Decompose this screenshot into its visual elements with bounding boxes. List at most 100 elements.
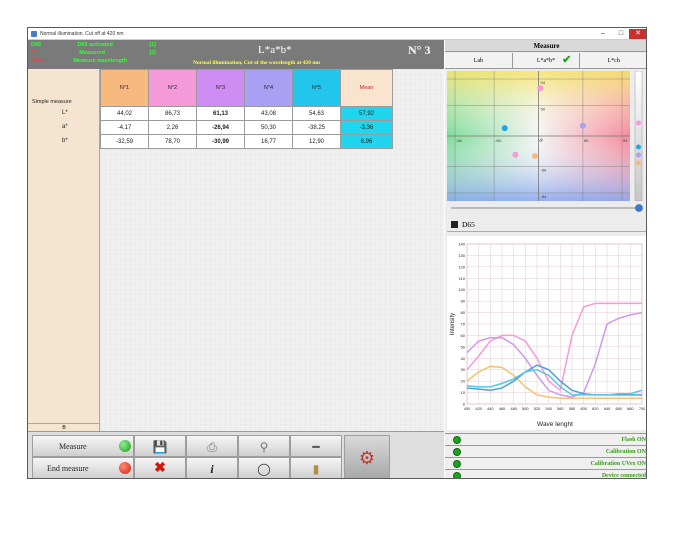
row-label-l: L* bbox=[62, 110, 68, 116]
illuminant-checkbox[interactable]: D65 bbox=[447, 218, 646, 232]
door-icon: ▮ bbox=[312, 462, 320, 476]
x-tick-label: 500 bbox=[522, 407, 528, 411]
x-tick-label: 540 bbox=[545, 407, 551, 411]
table-cell: 43,08 bbox=[244, 106, 293, 121]
plane-y-tick: -94 bbox=[541, 194, 548, 199]
title-bar: Normal illumination. Cut off at 420 nm –… bbox=[28, 28, 646, 40]
end-measure-button[interactable]: End measure bbox=[32, 457, 134, 478]
y-tick-label: 80 bbox=[461, 310, 466, 315]
table-cell: -30,99 bbox=[196, 134, 245, 149]
x-tick-label: 660 bbox=[615, 407, 621, 411]
table-cell: 16,77 bbox=[244, 134, 293, 149]
plane-x-tick: -94 bbox=[456, 138, 463, 143]
color-space-title: L*a*b* bbox=[258, 44, 292, 56]
floppy-disk-icon: 💾 bbox=[152, 440, 168, 454]
lightness-scale[interactable] bbox=[631, 71, 646, 201]
green-led-icon bbox=[453, 436, 461, 444]
app-icon bbox=[31, 31, 37, 37]
column-header-n4[interactable]: N°4 bbox=[244, 69, 293, 107]
x-tick-label: 680 bbox=[627, 407, 633, 411]
y-tick-label: 120 bbox=[458, 264, 465, 269]
y-tick-label: 100 bbox=[458, 287, 465, 292]
shape-button[interactable]: ◯ bbox=[238, 457, 290, 478]
y-tick-label: 60 bbox=[461, 333, 466, 338]
x-tick-label: 640 bbox=[604, 407, 610, 411]
measure-sidebar: Measure Lab L*a*b* ✔ L*ch bbox=[445, 40, 646, 478]
x-tick-label: 420 bbox=[475, 407, 481, 411]
measure-point[interactable] bbox=[501, 125, 508, 132]
plane-y-tick: 94 bbox=[541, 80, 546, 85]
measure-point[interactable] bbox=[579, 122, 586, 129]
tab-lab[interactable]: Lab bbox=[445, 53, 513, 68]
tab-lab-star[interactable]: L*a*b* ✔ bbox=[512, 53, 581, 68]
measure-panel: D65 D65 activated (1) C Measured (2) UVe… bbox=[28, 40, 444, 478]
color-space-tabs: Lab L*a*b* ✔ L*ch bbox=[445, 53, 646, 69]
close-button[interactable]: ✕ bbox=[629, 29, 646, 39]
column-header-n2[interactable]: N°2 bbox=[148, 69, 197, 107]
y-tick-label: 40 bbox=[461, 356, 466, 361]
table-row: 44,02 86,73 61,13 43,08 54,63 57,92 bbox=[100, 106, 393, 121]
measure-header: D65 D65 activated (1) C Measured (2) UVe… bbox=[28, 40, 444, 69]
cancel-button[interactable]: ✖ bbox=[134, 457, 186, 478]
table-cell-mean: 57,92 bbox=[340, 106, 393, 121]
minimize-button[interactable]: – bbox=[601, 30, 605, 37]
measure-point[interactable] bbox=[537, 85, 544, 92]
measure-point[interactable] bbox=[531, 153, 538, 160]
series-line bbox=[466, 311, 643, 398]
device-button[interactable]: ⚙ bbox=[344, 435, 390, 478]
range-slider[interactable] bbox=[447, 204, 646, 212]
series-line bbox=[466, 368, 643, 396]
x-tick-label: 520 bbox=[534, 407, 540, 411]
status-flash: Flash ON bbox=[445, 433, 646, 445]
y-tick-label: 70 bbox=[461, 322, 466, 327]
column-header-n3[interactable]: N°3 bbox=[196, 69, 245, 107]
measure-title: Measure bbox=[445, 40, 646, 52]
plane-x-tick: -50 bbox=[495, 138, 502, 143]
table-cell: 50,30 bbox=[244, 120, 293, 135]
tab-lab-star-label: L*a*b* bbox=[536, 58, 556, 64]
status-calibration-uvex: Calibration UVex ON bbox=[445, 457, 646, 469]
exit-button[interactable]: ▮ bbox=[290, 457, 342, 478]
table-cell: 54,63 bbox=[292, 106, 341, 121]
table-cell: 86,73 bbox=[148, 106, 197, 121]
x-tick-label: 400 bbox=[464, 407, 470, 411]
minus-button[interactable]: ━ bbox=[290, 435, 342, 457]
tab-lch[interactable]: L*ch bbox=[580, 53, 646, 68]
column-header-n5[interactable]: N°5 bbox=[292, 69, 341, 107]
column-marker: B bbox=[28, 423, 100, 431]
green-led-icon bbox=[453, 460, 461, 468]
table-cell: -26,94 bbox=[196, 120, 245, 135]
red-status-icon bbox=[119, 462, 131, 474]
printer-icon: ⎙ bbox=[207, 440, 217, 454]
green-led-icon bbox=[453, 448, 461, 456]
measure-button[interactable]: Measure bbox=[32, 435, 134, 457]
table-cell: -38,25 bbox=[292, 120, 341, 135]
illuminant-label: D65 bbox=[462, 220, 475, 229]
measure-point[interactable] bbox=[512, 151, 519, 158]
green-status-icon bbox=[119, 440, 131, 452]
y-tick-label: 20 bbox=[461, 379, 466, 384]
column-header-mean: Mean bbox=[340, 69, 393, 107]
info-button[interactable]: i bbox=[186, 457, 238, 478]
app-window: Normal illumination. Cut off at 420 nm –… bbox=[27, 27, 647, 479]
table-cell: 61,13 bbox=[196, 106, 245, 121]
x-tick-label: 460 bbox=[499, 407, 505, 411]
column-header-n1[interactable]: N°1 bbox=[100, 69, 149, 107]
x-tick-label: 580 bbox=[569, 407, 575, 411]
maximize-button[interactable]: □ bbox=[618, 30, 624, 37]
status-line-d65: D65 D65 activated (1) bbox=[31, 42, 156, 48]
status-line-c: C Measured (2) bbox=[31, 50, 156, 56]
series-line bbox=[466, 365, 642, 400]
save-button[interactable]: 💾 bbox=[134, 435, 186, 457]
red-x-icon: ✖ bbox=[154, 461, 166, 476]
plane-y-tick: 50 bbox=[541, 107, 546, 112]
magnifier-icon: ⚲ bbox=[259, 440, 269, 454]
plane-x-tick: 50 bbox=[584, 138, 589, 143]
print-button[interactable]: ⎙ bbox=[186, 435, 238, 457]
table-cell: 2,26 bbox=[148, 120, 197, 135]
window-title: Normal illumination. Cut off at 420 nm bbox=[40, 31, 124, 37]
table-cell: -4,17 bbox=[100, 120, 149, 135]
table-cell-mean: 8,96 bbox=[340, 134, 393, 149]
zoom-button[interactable]: ⚲ bbox=[238, 435, 290, 457]
